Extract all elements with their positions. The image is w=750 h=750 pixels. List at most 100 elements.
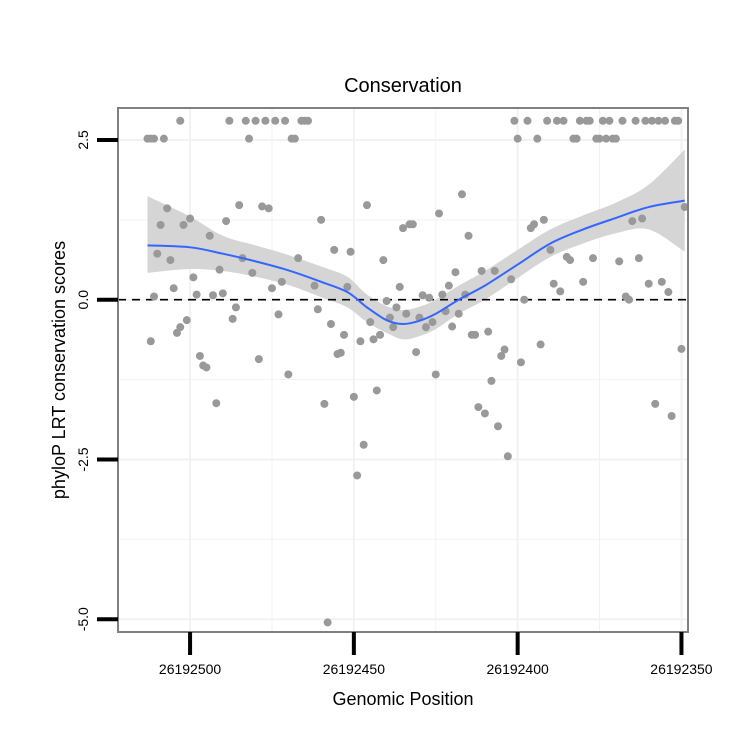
- data-point: [628, 217, 637, 226]
- confidence-band: [147, 149, 685, 340]
- data-point: [150, 134, 159, 143]
- data-point: [382, 296, 391, 305]
- data-point: [189, 273, 198, 282]
- data-point: [399, 224, 407, 233]
- data-point: [664, 288, 673, 297]
- data-point: [267, 284, 276, 293]
- data-point: [310, 281, 319, 290]
- data-point: [182, 316, 191, 325]
- plot-panel: [118, 108, 688, 632]
- data-point: [503, 452, 512, 461]
- data-point: [215, 265, 224, 274]
- x-tick-label: 26192400: [487, 661, 550, 677]
- data-point: [559, 116, 568, 125]
- data-point: [552, 116, 561, 125]
- data-point: [313, 305, 322, 314]
- data-point: [510, 116, 519, 125]
- smooth-line: [147, 199, 685, 325]
- data-point: [484, 327, 493, 336]
- data-point: [369, 335, 378, 344]
- data-point: [225, 116, 234, 125]
- data-point: [169, 284, 178, 293]
- data-point: [353, 471, 362, 480]
- data-point: [251, 116, 260, 125]
- data-point: [454, 309, 463, 318]
- data-point: [261, 116, 270, 125]
- data-point: [644, 279, 653, 288]
- y-tick-label: -5.0: [75, 607, 91, 631]
- data-point: [153, 249, 162, 258]
- data-point: [566, 256, 575, 265]
- data-point: [336, 348, 345, 357]
- smooth-line-layer: [147, 199, 685, 325]
- data-point: [395, 282, 404, 291]
- confidence-band-layer: [147, 149, 685, 340]
- data-point: [585, 116, 594, 125]
- data-point: [618, 116, 627, 125]
- data-point: [615, 257, 624, 266]
- x-tick-label: 26192450: [323, 661, 386, 677]
- data-point: [209, 291, 217, 300]
- data-point: [166, 256, 175, 265]
- data-point: [359, 440, 368, 449]
- data-point: [674, 116, 683, 125]
- data-point: [385, 313, 394, 322]
- data-point: [389, 323, 398, 332]
- data-point: [346, 247, 355, 256]
- data-point: [412, 348, 421, 357]
- data-point: [654, 116, 663, 125]
- data-point: [228, 314, 237, 323]
- data-point: [343, 282, 352, 291]
- data-point: [477, 266, 486, 275]
- data-point: [330, 245, 339, 254]
- data-point: [494, 422, 502, 431]
- data-point: [241, 116, 250, 125]
- data-point: [425, 293, 434, 302]
- data-point: [556, 287, 565, 296]
- y-tick-label: -2.5: [75, 447, 91, 471]
- data-point: [320, 399, 329, 408]
- data-point: [480, 409, 489, 418]
- data-point: [163, 204, 172, 213]
- data-point: [271, 116, 280, 125]
- data-point: [657, 277, 666, 286]
- data-point: [536, 340, 545, 349]
- data-point: [254, 355, 263, 364]
- x-axis: 26192500 26192450 26192400 26192350: [118, 631, 713, 677]
- data-point: [323, 618, 332, 627]
- data-point: [500, 345, 509, 354]
- data-point: [235, 201, 244, 210]
- y-axis: -5.0 -2.5 0.0 2.5: [75, 108, 119, 632]
- data-point: [356, 337, 365, 346]
- data-point: [349, 392, 358, 401]
- data-point: [625, 295, 634, 304]
- x-tick-label: 26192500: [159, 661, 222, 677]
- data-point: [549, 279, 558, 288]
- data-point: [641, 116, 650, 125]
- data-point: [667, 412, 676, 421]
- data-point: [631, 116, 640, 125]
- data-point: [231, 303, 240, 312]
- data-point: [245, 134, 254, 143]
- data-point: [205, 231, 214, 240]
- data-point: [402, 309, 411, 318]
- data-point: [579, 277, 588, 286]
- x-axis-label: Genomic Position: [332, 689, 473, 709]
- data-point: [428, 318, 437, 327]
- data-point: [634, 254, 643, 263]
- data-point: [326, 319, 335, 328]
- data-point: [186, 214, 195, 223]
- data-point: [507, 275, 516, 284]
- data-point: [471, 330, 480, 339]
- data-point: [366, 318, 375, 327]
- data-point: [431, 370, 440, 379]
- data-point: [457, 190, 466, 199]
- y-axis-label: phyloP LRT conservation scores: [49, 241, 69, 499]
- data-point: [176, 323, 185, 332]
- data-point: [448, 322, 457, 331]
- data-point: [317, 215, 326, 224]
- data-point: [530, 220, 539, 229]
- data-point: [638, 214, 647, 223]
- data-point: [497, 351, 506, 360]
- data-point: [490, 266, 499, 275]
